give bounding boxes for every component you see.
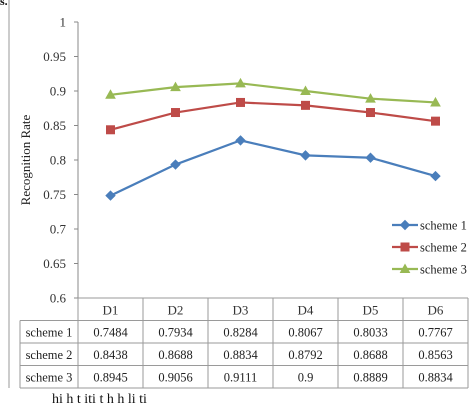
table-cell: 0.9 (298, 370, 314, 384)
data-point (301, 100, 310, 110)
table-cell: 0.8284 (223, 325, 258, 339)
table-cell: 0.8889 (353, 370, 387, 384)
data-point (235, 135, 246, 146)
series-2 (106, 97, 440, 135)
legend-marker (399, 219, 411, 231)
data-point (170, 81, 181, 92)
table-cell: 0.9056 (158, 370, 192, 384)
legend-marker (400, 242, 410, 252)
data-point (430, 170, 441, 182)
data-point (236, 97, 245, 107)
data-point (430, 96, 441, 107)
table-cell: 0.7484 (93, 325, 128, 339)
table-cell: 0.8945 (93, 370, 127, 384)
y-tick-label: 0.85 (43, 118, 66, 133)
data-point (365, 93, 376, 103)
y-tick-label: 0.9 (50, 84, 66, 99)
data-table: D1 D2 D3 D4 D5 D6 scheme 1 0.7484 0.7934 0.8284 0.… (19, 297, 469, 389)
table-row-name: scheme 2 (26, 348, 73, 362)
table-cell: 0.8792 (288, 348, 322, 362)
table-cell: 0.7934 (158, 325, 193, 339)
x-category-label: D3 (233, 302, 249, 317)
x-category-label: D2 (168, 302, 184, 317)
y-tick-label: 0.6 (50, 291, 67, 306)
y-tick-label: 0.65 (43, 256, 66, 271)
table-row-name: scheme 1 (26, 325, 73, 339)
data-point (365, 152, 376, 163)
series-layer (105, 77, 441, 201)
y-axis: 0.6 0.65 0.7 0.75 0.8 0.85 0.9 0.95 1 (43, 15, 78, 306)
table-cell: 0.8834 (223, 348, 258, 362)
legend: scheme 1 scheme 2 scheme 3 (392, 219, 467, 277)
top-fragment: s. (0, 0, 8, 8)
table-cell: 0.8834 (418, 370, 453, 384)
data-point (170, 159, 181, 170)
data-point (235, 77, 246, 88)
table-cell: 0.8688 (158, 348, 192, 362)
table-cell: 0.8688 (353, 348, 387, 362)
data-point (431, 116, 440, 126)
data-point (171, 108, 180, 118)
legend-label: scheme 1 (420, 219, 467, 233)
x-category-label: D4 (298, 302, 314, 317)
data-point (300, 150, 311, 161)
table-cell: 0.8563 (418, 348, 452, 362)
legend-label: scheme 3 (420, 263, 467, 277)
y-tick-label: 0.75 (43, 187, 66, 202)
y-tick-label: 1 (60, 15, 67, 30)
data-point (300, 85, 311, 95)
y-axis-label: Recognition Rate (18, 114, 33, 205)
data-point (106, 125, 115, 135)
caption-fragment: hi h t iti t h h li ti (52, 392, 147, 407)
table-cell: 0.9111 (224, 370, 257, 384)
series-1 (105, 135, 441, 201)
legend-label: scheme 2 (420, 241, 467, 255)
data-point (105, 190, 116, 201)
table-cell: 0.8438 (93, 348, 127, 362)
series-line-3 (110, 82, 436, 104)
table-cell: 0.8033 (353, 325, 387, 339)
legend-marker (399, 263, 411, 273)
y-tick-label: 0.7 (50, 222, 67, 237)
y-tick-label: 0.95 (43, 49, 66, 64)
table-cell: 0.8067 (288, 325, 322, 339)
data-point (366, 108, 375, 118)
series-line-2 (110, 101, 436, 131)
data-point (105, 89, 116, 99)
table-cell: 0.7767 (418, 325, 452, 339)
y-tick-label: 0.8 (50, 153, 66, 168)
series-line-1 (110, 139, 436, 197)
x-category-label: D5 (363, 302, 379, 317)
x-category-label: D1 (103, 302, 119, 317)
x-category-label: D6 (428, 302, 444, 317)
series-3 (105, 77, 441, 107)
table-row-name: scheme 3 (26, 370, 73, 384)
